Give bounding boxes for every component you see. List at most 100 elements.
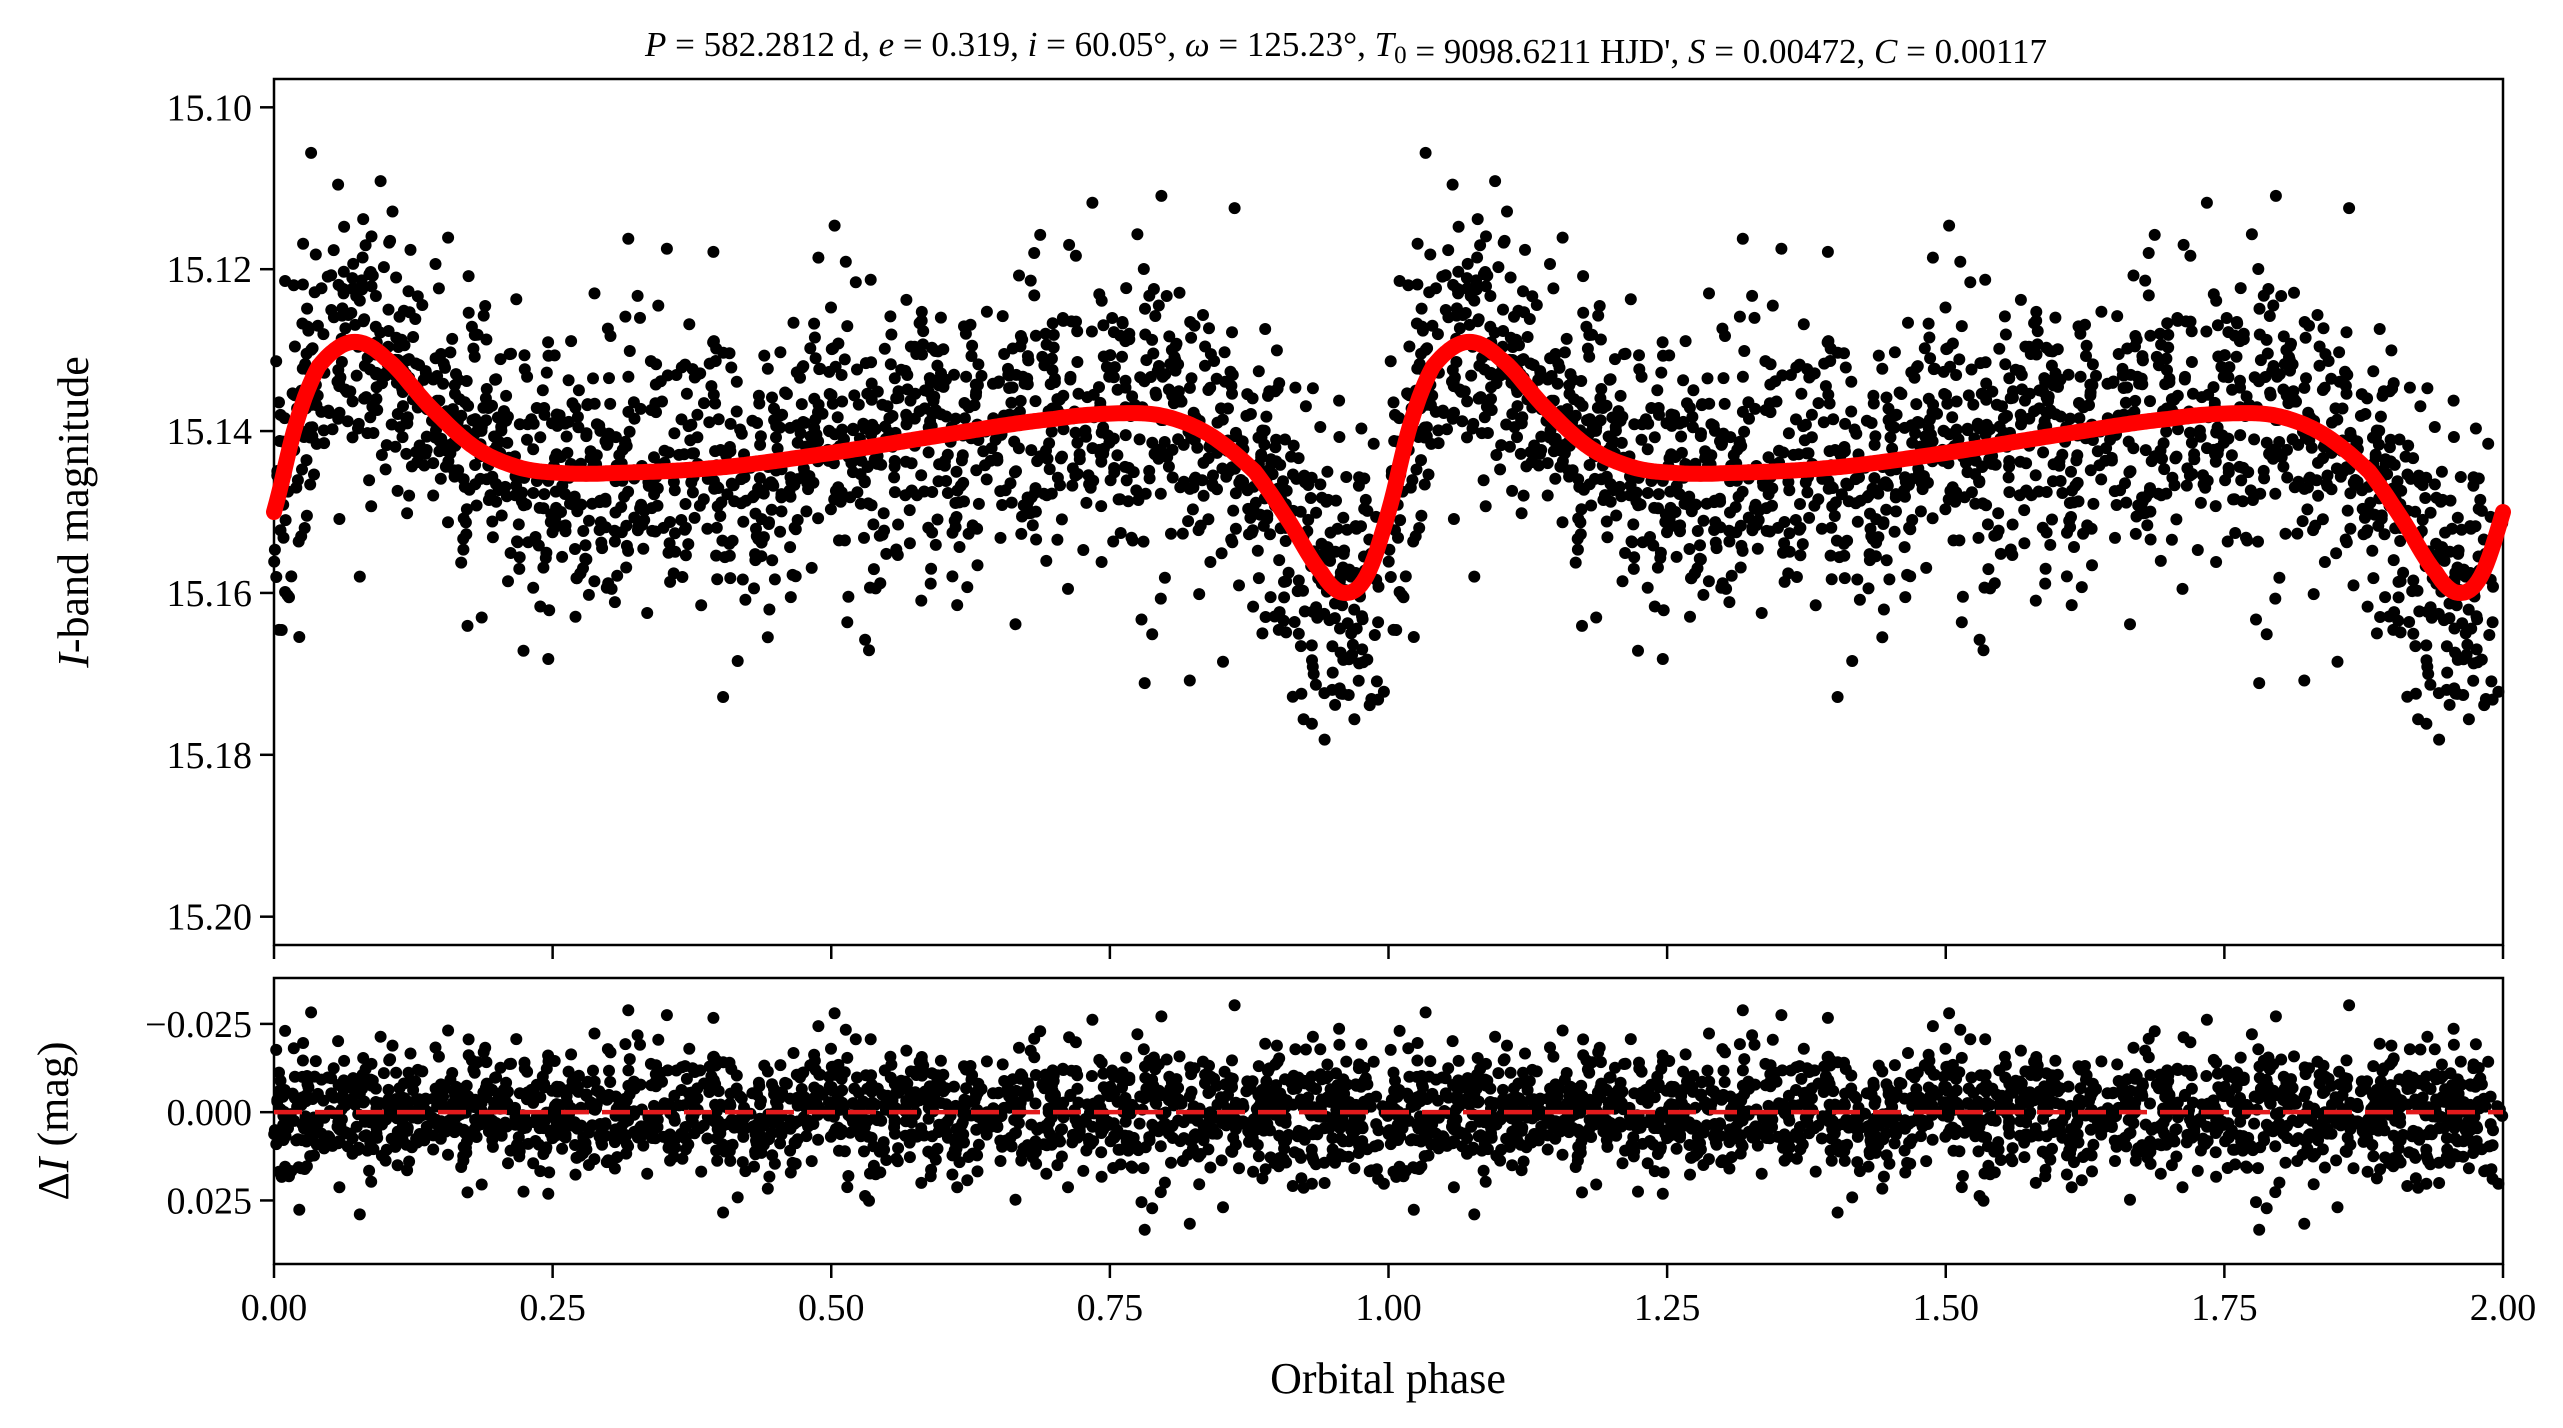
observation-point — [2109, 531, 2121, 544]
observation-point — [356, 251, 369, 264]
observation-point — [1965, 363, 1978, 376]
observation-point — [858, 531, 870, 544]
observation-point — [1703, 397, 1716, 410]
observation-point — [2366, 544, 2379, 557]
observation-point — [1119, 374, 1132, 387]
observation-point — [1825, 521, 1838, 534]
residual-point — [839, 1023, 852, 1036]
observation-point — [2123, 466, 2136, 479]
observation-point — [2373, 323, 2386, 335]
observation-point — [1884, 431, 1897, 444]
observation-point — [1736, 232, 1749, 245]
observation-point — [1452, 265, 1465, 278]
observation-point — [2485, 675, 2498, 688]
observation-point — [1452, 284, 1465, 297]
observation-point — [1055, 513, 1068, 526]
observation-point — [365, 280, 378, 293]
observation-point — [1688, 567, 1701, 580]
observation-point — [1418, 478, 1431, 491]
observation-point — [1304, 492, 1317, 504]
observation-point — [1834, 449, 1847, 462]
residual-point — [2462, 1162, 2475, 1175]
observation-point — [2279, 527, 2292, 540]
observation-point — [1627, 518, 1640, 531]
observation-point — [1846, 655, 1859, 667]
observation-point — [2219, 474, 2232, 487]
observation-point — [721, 488, 734, 501]
observation-point — [2228, 329, 2241, 342]
observation-point — [2345, 430, 2357, 443]
observation-point — [2230, 316, 2243, 328]
observation-point — [1904, 523, 1917, 536]
observation-point — [542, 349, 555, 362]
observation-point — [804, 342, 817, 355]
observation-point — [1583, 478, 1596, 491]
observation-point — [2467, 479, 2480, 492]
observation-point — [1511, 431, 1523, 444]
observation-point — [1492, 261, 1505, 274]
observation-point — [2142, 247, 2155, 259]
observation-point — [2170, 513, 2183, 526]
observation-point — [1630, 495, 1643, 508]
observation-point — [1864, 507, 1876, 520]
observation-point — [599, 492, 612, 505]
residual-point — [1755, 1167, 1768, 1180]
residual-point — [1920, 1155, 1933, 1168]
observation-point — [1656, 336, 1669, 349]
residual-point — [1292, 1148, 1305, 1161]
observation-point — [1100, 360, 1113, 373]
observation-point — [698, 397, 710, 410]
observation-point — [1577, 306, 1590, 319]
observation-point — [1447, 513, 1460, 525]
observation-point — [2298, 316, 2311, 328]
observation-point — [2318, 556, 2331, 568]
observation-point — [2185, 356, 2198, 368]
observation-point — [279, 275, 292, 287]
observation-point — [1763, 397, 1776, 410]
residual-point — [502, 1157, 514, 1170]
observation-point — [1508, 310, 1520, 323]
observation-point — [1571, 532, 1584, 545]
residual-point — [1738, 1053, 1751, 1066]
observation-point — [2230, 350, 2243, 363]
observation-point — [308, 286, 321, 299]
observation-point — [1748, 311, 1761, 324]
observation-point — [2347, 476, 2360, 489]
observation-point — [1497, 303, 1509, 316]
observation-point — [357, 213, 370, 226]
observation-point — [2129, 527, 2142, 540]
observation-point — [462, 270, 475, 283]
observation-point — [1154, 487, 1167, 500]
observation-point — [413, 439, 426, 452]
residual-point — [1348, 1162, 1361, 1175]
observation-point — [1619, 547, 1632, 559]
observation-point — [717, 691, 730, 703]
residual-point — [1809, 1165, 1822, 1178]
observation-point — [273, 396, 285, 409]
observation-point — [619, 310, 632, 323]
observation-point — [749, 548, 762, 561]
observation-point — [2340, 326, 2353, 339]
observation-point — [521, 418, 534, 431]
residual-point — [1851, 1156, 1864, 1169]
observation-point — [1170, 337, 1183, 350]
observation-point — [2095, 473, 2108, 486]
observation-point — [1116, 350, 1128, 363]
observation-point — [1143, 289, 1156, 302]
observation-point — [1310, 506, 1323, 519]
observation-point — [2458, 569, 2470, 582]
observation-point — [2379, 591, 2392, 604]
observation-point — [279, 586, 292, 598]
observation-point — [1321, 465, 1334, 478]
observation-point — [2039, 577, 2052, 590]
observation-point — [580, 553, 593, 566]
observation-point — [1899, 591, 1912, 604]
observation-point — [753, 397, 766, 410]
observation-point — [863, 644, 875, 657]
observation-point — [1641, 581, 1654, 594]
observation-point — [1794, 521, 1807, 534]
observation-point — [761, 631, 774, 644]
observation-point — [556, 550, 569, 563]
observation-point — [2200, 196, 2213, 209]
observation-point — [2046, 513, 2058, 526]
